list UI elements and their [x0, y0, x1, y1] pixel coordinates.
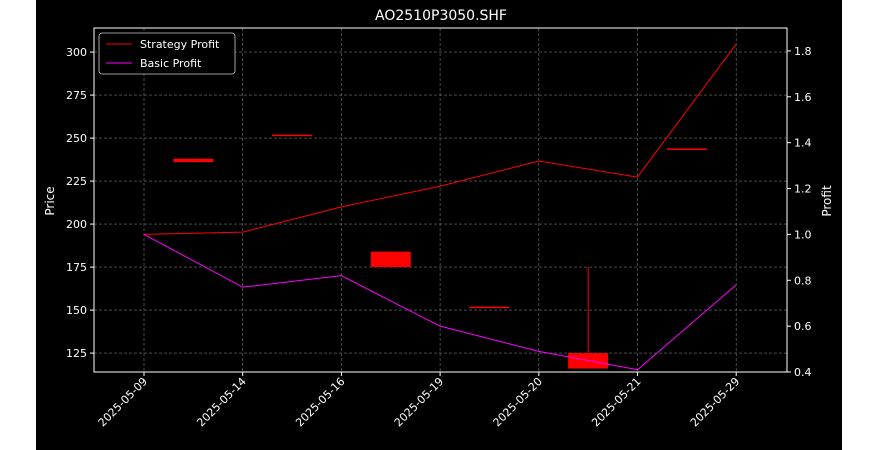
y2-tick-label: 1.0 [794, 228, 812, 241]
y2-tick-label: 0.6 [794, 320, 812, 333]
candles [173, 134, 707, 369]
y2-tick-label: 0.8 [794, 274, 812, 287]
chart-title: AO2510P3050.SHF [375, 8, 507, 24]
y-tick-label: 275 [66, 89, 87, 102]
candle-body [666, 148, 707, 150]
x-tick-label: 2025-05-19 [392, 375, 446, 429]
y2-tick-label: 1.4 [794, 137, 812, 150]
chart-svg: AO2510P3050.SHF Price Profit 2025-05-09 2… [43, 8, 834, 429]
candle-body [272, 134, 313, 137]
grid-lines [94, 28, 787, 372]
y-tick-label: 125 [66, 347, 87, 360]
x-tick-label: 2025-05-14 [194, 375, 248, 429]
x-tick-label: 2025-05-20 [491, 375, 545, 429]
series-line [143, 43, 737, 235]
y2-tick-label: 1.2 [794, 183, 812, 196]
legend-box [98, 32, 236, 75]
y2-tick-label: 1.6 [794, 91, 812, 104]
y-tick-label: 200 [66, 218, 87, 231]
x-tick-label: 2025-05-21 [589, 375, 643, 429]
y2-axis-label: Profit [820, 185, 834, 217]
chart-figure: AO2510P3050.SHF Price Profit 2025-05-09 2… [36, 0, 842, 450]
y-tick-label: 175 [66, 261, 87, 274]
legend-label: Strategy Profit [140, 38, 220, 51]
y-tick-label: 250 [66, 132, 87, 145]
legend: Strategy Profit Basic Profit [98, 32, 236, 75]
x-tick-label: 2025-05-29 [688, 375, 742, 429]
series-line [143, 233, 737, 371]
y-tick-label: 225 [66, 175, 87, 188]
x-tick-label: 2025-05-09 [96, 375, 150, 429]
legend-label: Basic Profit [140, 57, 202, 70]
y2-tick-label: 1.8 [794, 45, 812, 58]
candle-body [370, 251, 411, 268]
candle-body [469, 306, 510, 309]
y-axis-label: Price [43, 186, 57, 215]
y-tick-label: 300 [66, 46, 87, 59]
y2-tick-label: 0.4 [794, 366, 812, 379]
y-tick-label: 150 [66, 304, 87, 317]
plot-frame [93, 27, 788, 373]
x-tick-label: 2025-05-16 [293, 375, 347, 429]
profit-lines [143, 43, 737, 371]
candle-body [173, 158, 214, 163]
